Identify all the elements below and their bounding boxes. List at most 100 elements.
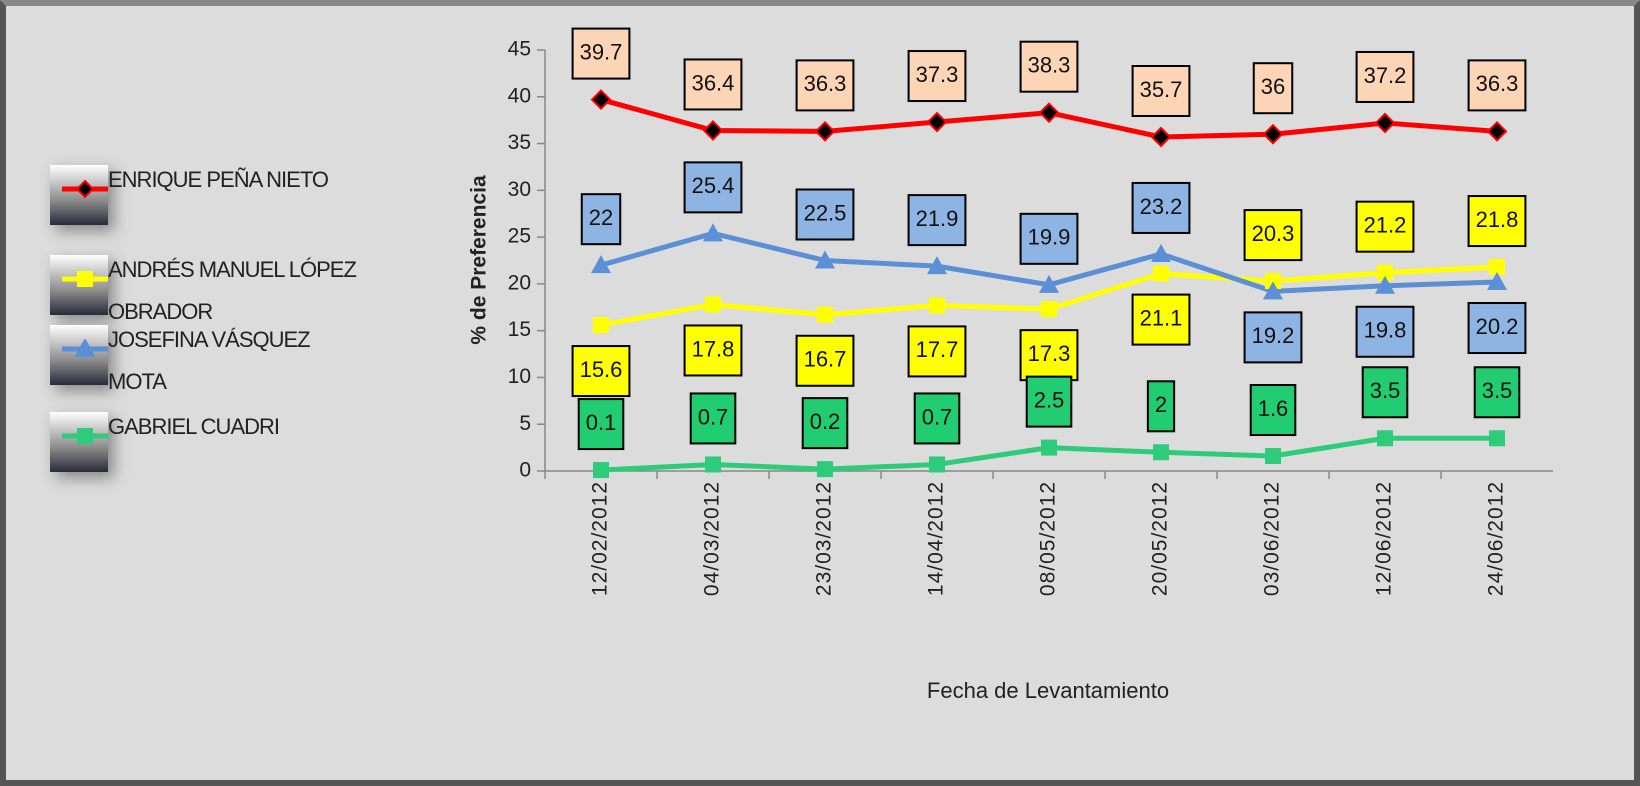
point — [1265, 273, 1281, 290]
data-label-box — [1131, 65, 1191, 118]
data-label-box — [795, 188, 855, 241]
data-label: 17.7 — [907, 325, 967, 378]
legend-key — [62, 428, 108, 444]
data-label: 36.3 — [795, 59, 855, 112]
data-label-box — [795, 59, 855, 112]
data-label: 19.8 — [1355, 305, 1415, 358]
data-label-text: 0.7 — [698, 404, 729, 429]
data-label-box — [683, 58, 743, 111]
point — [593, 462, 609, 479]
y-tick-label: 10 — [508, 365, 531, 388]
data-label-text: 1.6 — [1258, 396, 1289, 421]
data-label-box — [1467, 302, 1527, 355]
y-tick-label: 35 — [508, 131, 531, 154]
data-label-text: 15.6 — [580, 357, 623, 382]
data-label: 39.7 — [571, 27, 631, 80]
legend-label: GABRIEL CUADRI — [108, 414, 280, 439]
data-label-text: 25.4 — [692, 173, 735, 198]
data-label-box — [1473, 366, 1521, 419]
point — [1375, 275, 1395, 294]
data-label-box — [913, 392, 961, 445]
x-tick-label: 04/03/2012 — [701, 481, 724, 596]
data-label-text: 38.3 — [1028, 52, 1071, 77]
data-label-box — [1131, 181, 1191, 234]
data-label-box — [683, 161, 743, 214]
data-label: 19.9 — [1019, 212, 1079, 265]
point — [817, 461, 833, 478]
data-label: 17.8 — [683, 324, 743, 377]
legend-key — [62, 339, 108, 357]
x-tick-label: 03/06/2012 — [1261, 481, 1284, 596]
point — [1489, 430, 1505, 447]
data-label: 36.3 — [1467, 59, 1527, 112]
point — [1486, 120, 1508, 142]
data-label-box — [571, 345, 631, 398]
data-label-text: 20.3 — [1252, 221, 1295, 246]
data-label: 37.2 — [1355, 50, 1415, 103]
y-tick-label: 5 — [519, 412, 531, 435]
data-label-box — [907, 194, 967, 247]
legend-entry: ANDRÉS MANUEL LÓPEZ OBRADOR — [50, 255, 450, 333]
data-label: 0.2 — [801, 397, 849, 450]
point — [1263, 281, 1283, 300]
legend-marker — [74, 339, 96, 357]
data-label: 36 — [1252, 62, 1294, 115]
data-label-box — [577, 398, 625, 451]
point — [1377, 430, 1393, 447]
data-label: 2.5 — [1025, 375, 1073, 428]
data-label-box — [1025, 375, 1073, 428]
data-label-text: 39.7 — [580, 39, 623, 64]
data-label-text: 21.2 — [1364, 212, 1407, 237]
data-label: 0.7 — [913, 392, 961, 445]
data-label: 22.5 — [795, 188, 855, 241]
data-label-box — [1355, 305, 1415, 358]
data-label-text: 20.2 — [1476, 314, 1519, 339]
data-label-text: 17.7 — [916, 337, 959, 362]
data-label-box — [1355, 50, 1415, 103]
point — [1153, 265, 1169, 282]
point — [1487, 272, 1507, 291]
data-label: 2 — [1146, 380, 1176, 433]
legend-entry: JOSEFINA VÁSQUEZ MOTA — [50, 325, 450, 403]
data-label: 23.2 — [1131, 181, 1191, 234]
point — [590, 89, 612, 110]
data-label-box — [907, 50, 967, 103]
data-label-text: 0.1 — [586, 410, 617, 435]
point — [814, 120, 836, 142]
data-label: 19.2 — [1243, 311, 1303, 364]
data-label: 21.1 — [1131, 293, 1191, 346]
point — [1151, 243, 1171, 262]
point — [591, 255, 611, 274]
data-label-box — [1131, 293, 1191, 346]
x-tick-label: 12/06/2012 — [1373, 481, 1396, 596]
data-label-box — [1252, 62, 1294, 115]
data-label-box — [1243, 209, 1303, 262]
data-label-text: 21.9 — [916, 206, 959, 231]
data-label: 1.6 — [1249, 384, 1297, 437]
y-tick-label: 15 — [508, 318, 531, 341]
data-label-text: 17.8 — [692, 336, 735, 361]
data-label-text: 37.2 — [1364, 63, 1407, 88]
data-label-box — [1467, 59, 1527, 112]
y-tick-label: 30 — [508, 178, 531, 201]
data-label-box — [1355, 200, 1415, 253]
x-axis-title: Fecha de Levantamiento — [927, 678, 1169, 703]
data-label: 20.3 — [1243, 209, 1303, 262]
legend-key — [62, 271, 108, 287]
data-label-box — [1243, 311, 1303, 364]
data-label-box — [683, 324, 743, 377]
data-label-box — [580, 193, 622, 246]
point — [705, 296, 721, 313]
point — [929, 456, 945, 473]
data-label: 15.6 — [571, 345, 631, 398]
data-label: 21.2 — [1355, 200, 1415, 253]
data-label: 25.4 — [683, 161, 743, 214]
x-tick-label: 08/05/2012 — [1037, 481, 1060, 596]
data-label-box — [1019, 212, 1079, 265]
data-label: 38.3 — [1019, 40, 1079, 93]
point — [702, 120, 724, 141]
point — [705, 456, 721, 473]
data-label-text: 22.5 — [804, 200, 847, 225]
data-label-box — [795, 334, 855, 387]
